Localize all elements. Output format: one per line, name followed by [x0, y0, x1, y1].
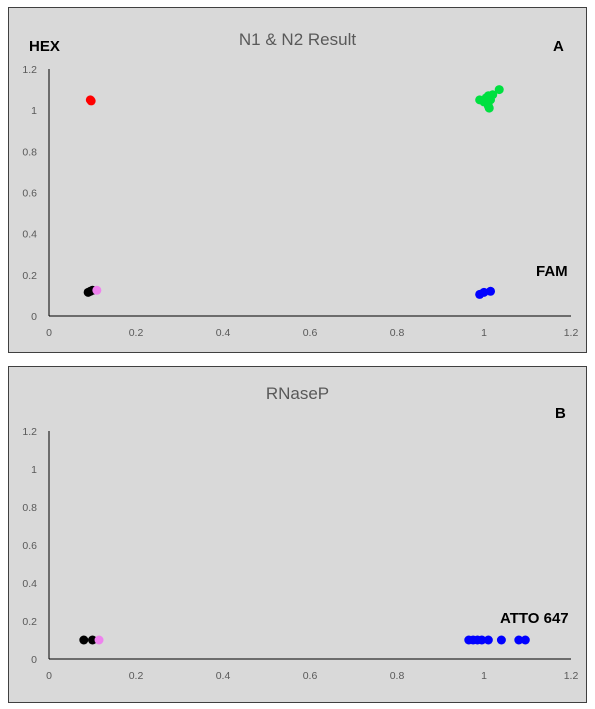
data-point — [86, 96, 96, 106]
panel-label: B — [555, 405, 566, 422]
x-tick-label: 1.2 — [564, 670, 579, 682]
y-tick-label: 1.2 — [22, 426, 37, 438]
scatter-plot-a: 0 0.2 0.4 0.6 0.8 1 1.2 0 0.2 0.4 0.6 0.8 1 1.2 — [22, 64, 579, 339]
annotation-atto-647: ATTO 647 — [500, 610, 569, 627]
x-tick-label: 1 — [481, 670, 487, 682]
x-tick-label: 1 — [481, 327, 487, 339]
annotation-hex: HEX — [29, 38, 60, 55]
x-tick-label: 0.4 — [216, 327, 231, 339]
x-tick-label: 1.2 — [564, 327, 579, 339]
x-tick-label: 0.6 — [303, 327, 318, 339]
y-tick-label: 0.8 — [22, 146, 37, 158]
x-tick-label: 0.2 — [129, 670, 144, 682]
x-tick-label: 0.4 — [216, 670, 231, 682]
y-tick-label: 1.2 — [22, 64, 37, 76]
data-point — [483, 635, 493, 645]
data-point — [494, 85, 504, 95]
chart-panel-a: 0 0.2 0.4 0.6 0.8 1 1.2 0 0.2 0.4 0.6 0.8 1 1.2 N1 & … — [8, 7, 587, 353]
chart-title: RNaseP — [265, 384, 330, 403]
y-tick-label: 1 — [31, 464, 37, 476]
y-tick-label: 0.4 — [22, 578, 37, 590]
scatter-plot-b: 0 0.2 0.4 0.6 0.8 1 1.2 0 0.2 0.4 0.6 0.8 1 1.2 — [22, 426, 579, 682]
y-tick-label: 0.2 — [22, 616, 37, 628]
data-point — [496, 635, 506, 645]
chart-panel-b: 0 0.2 0.4 0.6 0.8 1 1.2 0 0.2 0.4 0.6 0.8 1 1.2 RNase… — [8, 366, 587, 703]
x-tick-label: 0.6 — [303, 670, 318, 682]
x-tick-label: 0 — [46, 670, 52, 682]
data-point — [520, 635, 530, 645]
panel-label: A — [553, 38, 564, 55]
data-point — [484, 103, 494, 113]
data-point — [486, 286, 496, 296]
data-point — [514, 635, 524, 645]
data-point — [94, 635, 104, 645]
x-tick-label: 0 — [46, 327, 52, 339]
chart-title: N1 & N2 Result — [238, 30, 357, 49]
x-tick-label: 0.8 — [390, 327, 405, 339]
y-tick-label: 0.6 — [22, 188, 37, 200]
y-tick-label: 0.2 — [22, 270, 37, 282]
y-tick-label: 0.4 — [22, 229, 37, 241]
y-tick-label: 0 — [31, 654, 37, 666]
data-point — [477, 635, 487, 645]
data-point — [88, 635, 97, 645]
data-point — [79, 635, 89, 645]
y-tick-label: 0.8 — [22, 502, 37, 514]
data-point — [92, 285, 102, 295]
data-point — [488, 90, 498, 100]
y-tick-label: 0.6 — [22, 540, 37, 552]
x-tick-label: 0.2 — [129, 327, 144, 339]
annotation-fam: FAM — [536, 263, 568, 280]
x-tick-label: 0.8 — [390, 670, 405, 682]
y-tick-label: 0 — [31, 311, 37, 323]
y-tick-label: 1 — [31, 105, 37, 117]
